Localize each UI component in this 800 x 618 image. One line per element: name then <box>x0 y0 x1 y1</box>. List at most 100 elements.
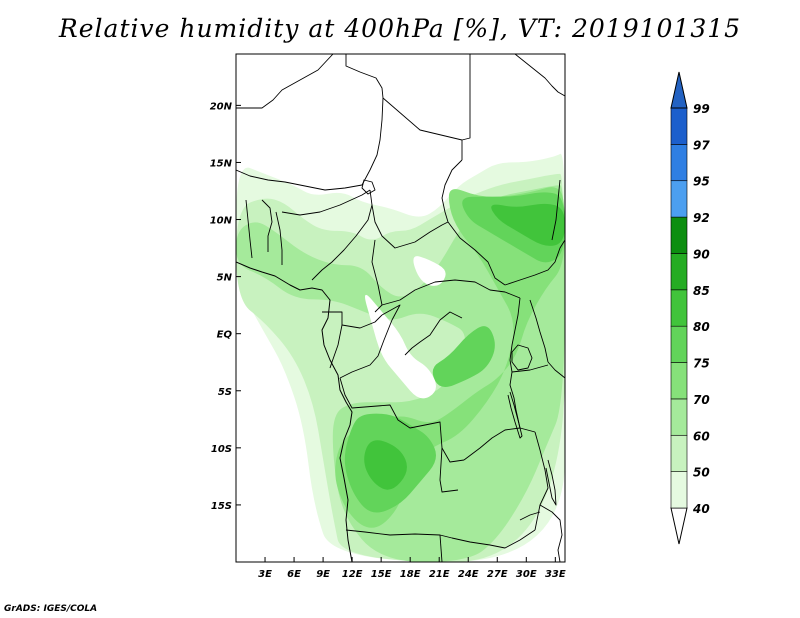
colorbar-segment <box>670 362 688 400</box>
x-tick-label: 9E <box>316 569 330 580</box>
border-angola-namibia <box>345 529 453 539</box>
border-ghana-togo <box>245 199 253 259</box>
colorbar-segment <box>670 144 688 182</box>
map-plot-area: 3E 6E 9E 12E 15E 18E 21E 24E 27E 30E 33E 20N 15N 10N… <box>210 53 566 580</box>
coastline-lake-tanganyika <box>507 391 523 439</box>
x-tick-label: 24E <box>458 569 479 580</box>
border-mali-niger <box>236 169 363 191</box>
humidity-region-6 <box>432 326 495 387</box>
border-uganda-kenya <box>529 299 549 363</box>
grads-credit: GrADS: IGES/COLA <box>4 604 98 614</box>
x-tick-label: 6E <box>287 569 301 580</box>
border-libya-sudan <box>382 97 463 141</box>
colorbar-segment <box>670 216 688 254</box>
colorbar-level-label: 80 <box>693 320 710 334</box>
dry-region-3 <box>413 256 446 286</box>
map-frame <box>235 53 566 563</box>
longitude-axis: 3E 6E 9E 12E 15E 18E 21E 24E 27E 30E 33E <box>258 557 566 580</box>
country-borders <box>236 54 565 562</box>
y-tick-label: 20N <box>210 101 233 112</box>
border-tanzania-zambia <box>534 431 549 531</box>
humidity-region-2 <box>236 185 565 562</box>
border-zambia-drc <box>463 427 536 461</box>
border-niger-chad <box>361 97 384 186</box>
coastline-lake-victoria <box>511 344 533 371</box>
coastline-lake-kariba <box>519 511 541 521</box>
border-tanzania-kenya <box>547 361 565 379</box>
colorbar-level-label: 99 <box>693 102 710 116</box>
colorbar-level-label: 75 <box>693 357 710 371</box>
colorbar-level-label: 40 <box>692 502 710 516</box>
x-tick-label: 18E <box>400 569 421 580</box>
humidity-shading <box>236 54 565 562</box>
colorbar-lower-extension <box>670 507 688 545</box>
border-libya-chad <box>345 54 384 99</box>
colorbar-level-label: 95 <box>693 175 710 189</box>
border-egypt-sudan <box>461 54 471 160</box>
colorbar-level-label: 92 <box>693 211 710 225</box>
border-cameroon-gabon <box>322 311 383 329</box>
humidity-region-7 <box>491 203 565 246</box>
x-tick-label: 3E <box>258 569 272 580</box>
colorbar-level-label: 60 <box>693 429 710 443</box>
x-tick-label: 30E <box>516 569 537 580</box>
border-car-drc <box>381 279 521 306</box>
colorbar-level-label: 70 <box>693 393 710 407</box>
y-tick-label: 5N <box>217 273 233 284</box>
border-zambia-zimbabwe <box>451 529 536 549</box>
colorbar-segment <box>670 107 688 145</box>
colorbar-level-label: 97 <box>693 138 710 152</box>
colorbar: 40 50 60 70 75 80 85 90 92 95 97 99 <box>670 71 710 545</box>
border-drc-uganda <box>509 297 521 373</box>
colorbar-upper-extension <box>670 71 688 109</box>
x-tick-label: 21E <box>429 569 450 580</box>
colorbar-segment <box>670 253 688 291</box>
coastline-lake-malawi <box>545 459 557 506</box>
dry-region-2 <box>365 294 436 399</box>
border-chad-car <box>371 204 449 249</box>
border-algeria-niger <box>236 54 334 109</box>
colorbar-level-label: 90 <box>693 247 710 261</box>
dry-region-1 <box>269 54 329 112</box>
y-tick-label: 15S <box>211 501 232 512</box>
dry-region-0 <box>294 54 464 163</box>
colorbar-segment <box>670 180 688 218</box>
border-south-sudan-ethiopia <box>504 239 565 286</box>
map-title: Relative humidity at 400hPa [%], VT: 201… <box>58 14 742 43</box>
colorbar-segment <box>670 398 688 436</box>
border-mozambique <box>539 504 563 562</box>
y-tick-label: 10S <box>211 444 232 455</box>
y-tick-label: 5S <box>218 387 232 398</box>
border-car-sudan <box>447 221 506 286</box>
colorbar-segment <box>670 434 688 472</box>
x-tick-label: 33E <box>545 569 566 580</box>
border-angola-zambia <box>439 447 459 493</box>
border-congo-drc <box>339 304 401 379</box>
border-burkina <box>261 199 273 252</box>
border-gabon-congo <box>329 324 343 369</box>
y-tick-label: 15N <box>210 158 233 169</box>
coastline-lake-chad <box>361 179 376 195</box>
coastline-red-sea <box>514 54 565 97</box>
latitude-axis: 20N 15N 10N 5N EQ 5S 10S 15S <box>210 101 241 512</box>
border-cameroon-car <box>371 239 383 313</box>
x-tick-label: 12E <box>342 569 363 580</box>
colorbar-segment <box>670 471 688 509</box>
colorbar-segment <box>670 325 688 363</box>
border-namibia-botswana <box>439 534 443 562</box>
x-tick-label: 27E <box>487 569 508 580</box>
x-tick-label: 15E <box>371 569 392 580</box>
border-sudan-ethiopia <box>551 179 561 241</box>
coastline-west <box>236 261 353 562</box>
y-tick-label: EQ <box>217 330 233 341</box>
colorbar-level-label: 85 <box>693 284 710 298</box>
border-tanzania-uganda <box>511 364 549 373</box>
colorbar-level-label: 50 <box>693 466 710 480</box>
colorbar-segment <box>670 289 688 327</box>
border-benin <box>275 211 283 265</box>
river-congo-basin <box>404 311 463 356</box>
border-angola-drc <box>339 377 465 463</box>
humidity-region-8 <box>364 440 407 490</box>
y-tick-label: 10N <box>210 216 233 227</box>
